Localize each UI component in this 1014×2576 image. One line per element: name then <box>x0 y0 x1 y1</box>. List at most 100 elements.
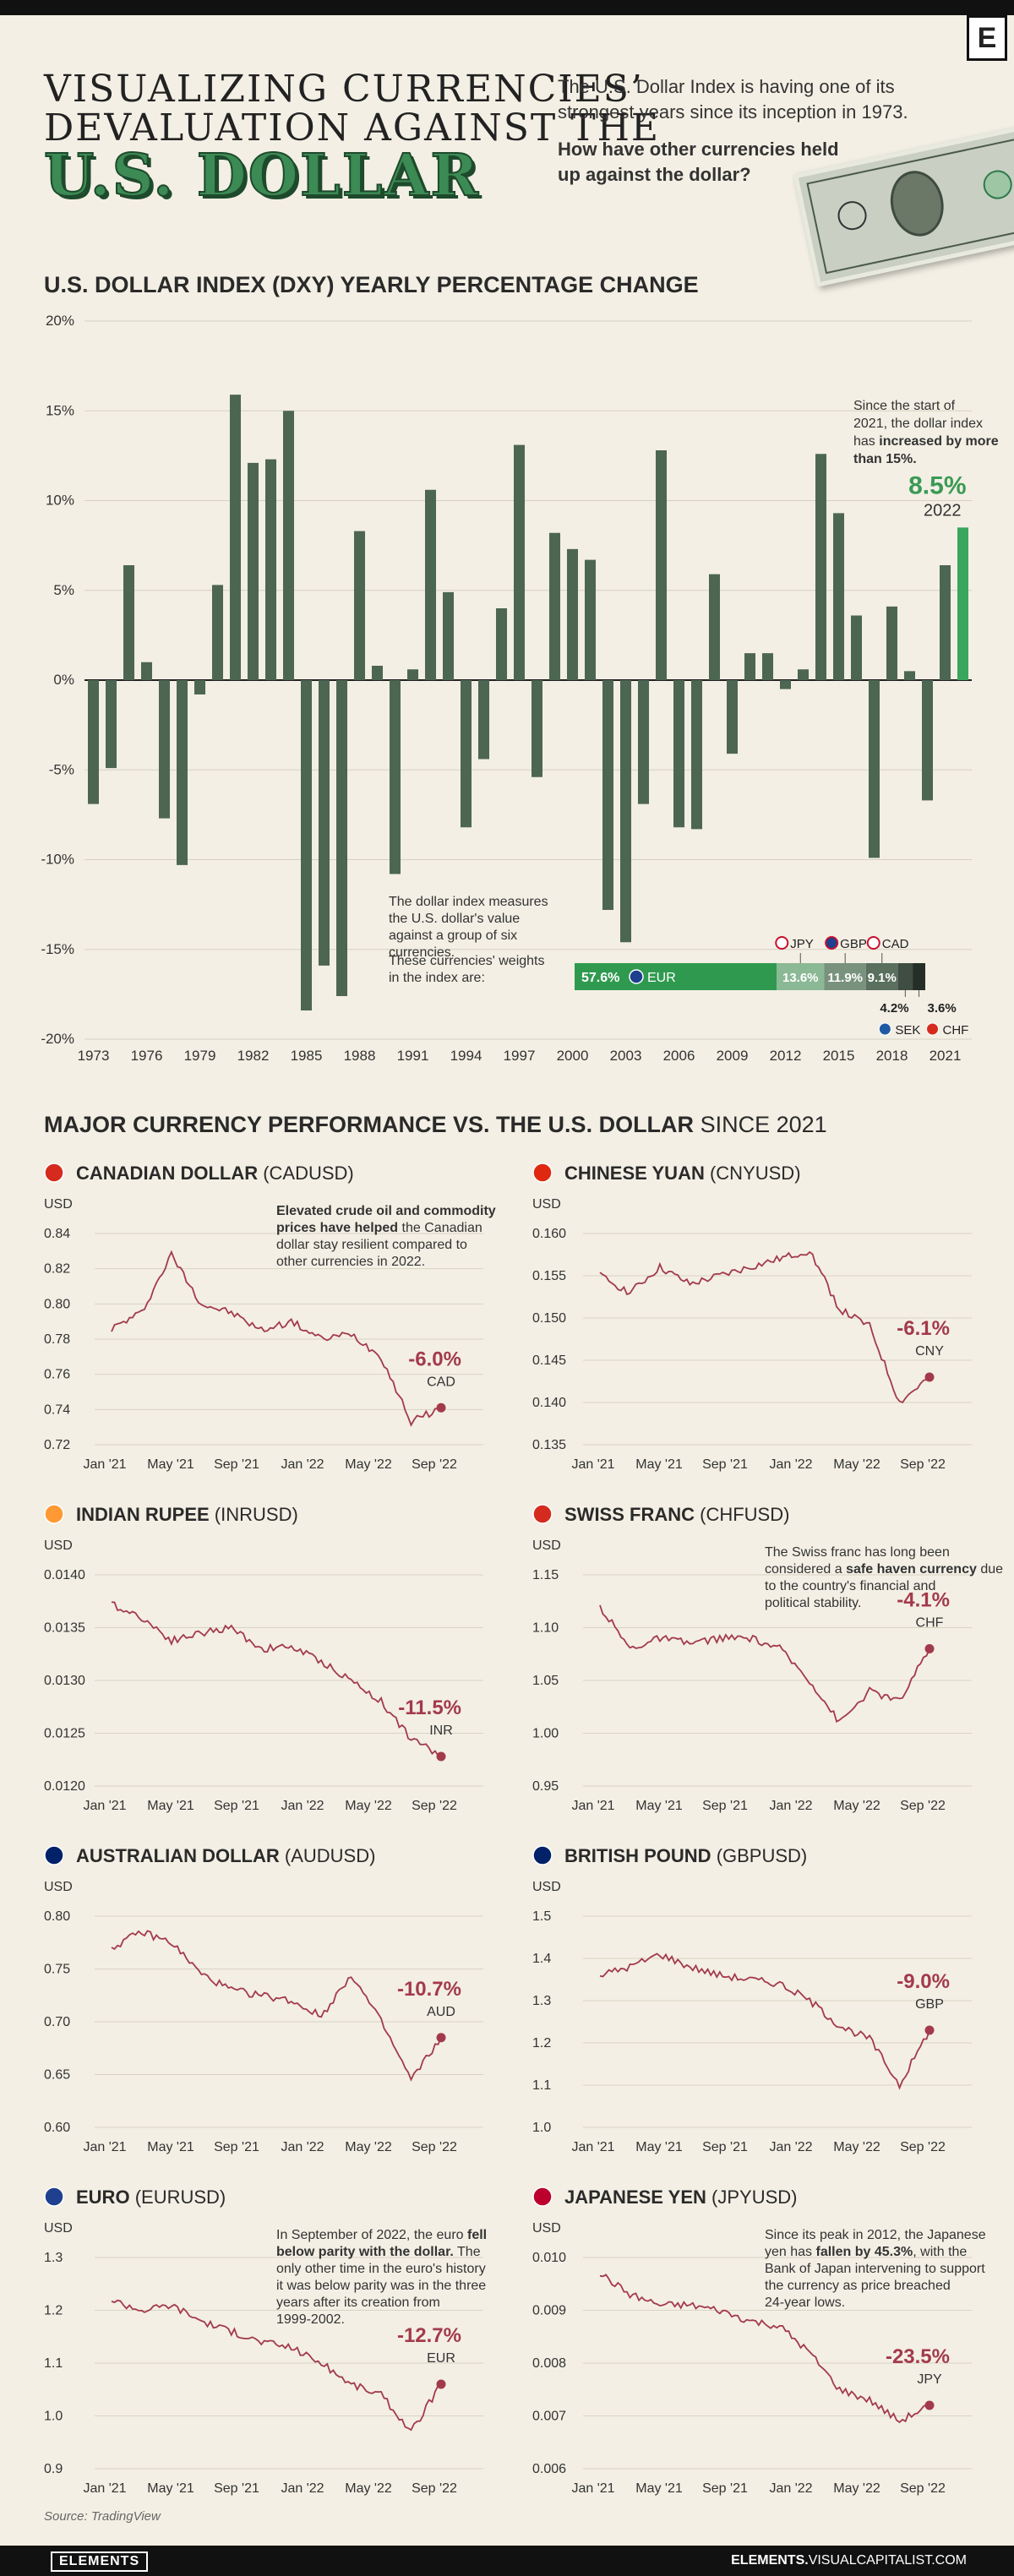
change-value: -6.0% <box>408 1348 461 1370</box>
price-line <box>599 1250 930 1404</box>
last-point-marker <box>436 1751 446 1762</box>
dxy-xtick-label: 1982 <box>237 1048 270 1064</box>
price-line <box>111 1601 442 1757</box>
last-point-marker <box>436 2033 446 2043</box>
currency-code: EUR <box>427 2351 455 2366</box>
dxy-xtick-label: 1997 <box>504 1048 536 1064</box>
xtick-label: May '21 <box>147 1799 194 1813</box>
major-title-bold: MAJOR CURRENCY PERFORMANCE VS. THE U.S. … <box>44 1112 695 1137</box>
xtick-label: May '21 <box>635 2481 683 2496</box>
gb-flag-icon <box>532 1845 553 1865</box>
ch-flag-icon <box>532 1504 553 1524</box>
weight-label-eur: 57.6% <box>581 971 619 985</box>
xtick-label: May '21 <box>147 2140 194 2154</box>
price-line <box>599 1952 930 2090</box>
ytick-label: 0.80 <box>44 1297 70 1311</box>
dxy-bar <box>602 680 614 910</box>
dxy-bar <box>744 653 756 680</box>
elements-logo[interactable]: E <box>967 15 1007 61</box>
dxy-xtick-label: 1994 <box>450 1048 482 1064</box>
xtick-label: May '21 <box>635 2140 683 2154</box>
dxy-bar <box>424 489 437 680</box>
currency-code: CHF <box>916 1616 944 1631</box>
xtick-label: Sep '22 <box>412 2481 457 2496</box>
chart-title: INDIAN RUPEE (INRUSD) <box>76 1504 298 1525</box>
last-point-marker <box>924 1372 935 1382</box>
dxy-bar <box>176 680 188 865</box>
line-chart-eur: EURO (EURUSD)USD 0.9 1.0 1.1 1.2 1.3 Jan '21 Ma… <box>44 2187 487 2496</box>
y-axis-unit: USD <box>532 1197 561 1212</box>
xtick-label: Sep '21 <box>214 1799 259 1813</box>
dxy-xtick-label: 2015 <box>823 1048 855 1064</box>
weight-segment-sek <box>897 963 913 990</box>
dxy-ytick-label: 20% <box>46 313 74 329</box>
xtick-label: Sep '21 <box>214 1457 259 1472</box>
weight-label-jpy: 13.6% <box>782 971 819 985</box>
ytick-label: 0.006 <box>532 2462 566 2476</box>
dxy-bar-chart: -20% -15% -10% -5% 0% 5% 10% 15% 20% 1973 1976 1979… <box>41 313 1002 1064</box>
dxy-bar <box>726 680 739 754</box>
dxy-bar <box>531 680 543 777</box>
dxy-bar <box>495 608 508 680</box>
chart-title: SWISS FRANC (CHFUSD) <box>564 1504 789 1525</box>
dxy-bar <box>708 574 721 680</box>
ytick-label: 0.155 <box>532 1269 566 1283</box>
dxy-bar <box>886 606 898 680</box>
dxy-ytick-label: 5% <box>53 582 74 598</box>
ytick-label: 0.010 <box>532 2251 566 2265</box>
dxy-bar <box>477 680 490 760</box>
chart-title: BRITISH POUND (GBPUSD) <box>564 1845 807 1866</box>
dxy-xtick-label: 1973 <box>78 1048 110 1064</box>
ytick-label: 1.2 <box>532 2036 551 2050</box>
change-value: -11.5% <box>398 1696 461 1719</box>
ytick-label: 1.05 <box>532 1674 559 1688</box>
weight-label-cad: 9.1% <box>868 971 897 985</box>
dxy-bar <box>637 680 650 804</box>
line-chart-inr: INDIAN RUPEE (INRUSD)USD 0.0120 0.0125 0.01… <box>44 1504 483 1813</box>
xtick-label: Jan '22 <box>281 2140 324 2154</box>
major-section-title: MAJOR CURRENCY PERFORMANCE VS. THE U.S. … <box>44 1112 827 1138</box>
y-axis-unit: USD <box>532 2221 561 2236</box>
weight-segment-cad <box>865 963 898 990</box>
footer-site[interactable]: ELEMENTS.VISUALCAPITALIST.COM <box>731 2553 967 2568</box>
dxy-bar <box>335 680 348 996</box>
ytick-label: 1.2 <box>44 2304 63 2318</box>
source-note: Source: TradingView <box>44 2509 161 2524</box>
title-line-3: U.S. DOLLAR <box>43 141 480 210</box>
intro-text: The U.S. Dollar Index is having one of i… <box>558 76 908 123</box>
ytick-label: 1.10 <box>532 1621 559 1636</box>
ytick-label: 0.60 <box>44 2121 70 2135</box>
dxy-bar <box>868 680 880 858</box>
xtick-label: Sep '22 <box>900 2481 946 2496</box>
dxy-bar <box>442 591 455 680</box>
dxy-bar <box>921 680 934 801</box>
dxy-bar <box>282 411 295 680</box>
ytick-label: 0.009 <box>532 2304 566 2318</box>
footer-brand[interactable]: ELEMENTS <box>51 2551 149 2572</box>
dxy-annotation: Since the start of 2021, the dollar inde… <box>853 399 1002 466</box>
dxy-xtick-label: 2012 <box>770 1048 802 1064</box>
currency-code: CAD <box>427 1375 455 1389</box>
dxy-bar <box>584 559 597 680</box>
ytick-label: 0.150 <box>532 1311 566 1326</box>
ytick-label: 0.0125 <box>44 1727 85 1741</box>
dxy-xtick-label: 1988 <box>344 1048 376 1064</box>
jp-flag-icon <box>532 2187 553 2207</box>
ytick-label: 0.9 <box>44 2462 63 2476</box>
dxy-bar <box>619 680 632 943</box>
currency-code: JPY <box>917 2372 942 2387</box>
xtick-label: Sep '21 <box>702 2140 748 2154</box>
jpy-flag-icon <box>775 936 789 950</box>
dxy-ytick-label: -10% <box>41 852 74 868</box>
weights-description: The dollar index measures the U.S. dolla… <box>389 895 552 960</box>
xtick-label: Jan '21 <box>571 2140 614 2154</box>
ytick-label: 1.0 <box>44 2410 63 2424</box>
dxy-xtick-label: 2003 <box>610 1048 642 1064</box>
au-flag-icon <box>44 1845 64 1865</box>
change-value: -12.7% <box>397 2324 461 2347</box>
eu-flag-icon <box>44 2187 64 2207</box>
dxy-bar <box>264 459 277 680</box>
xtick-label: Sep '22 <box>412 1457 457 1472</box>
dxy-bar <box>247 462 259 680</box>
change-value: -9.0% <box>897 1970 950 1993</box>
